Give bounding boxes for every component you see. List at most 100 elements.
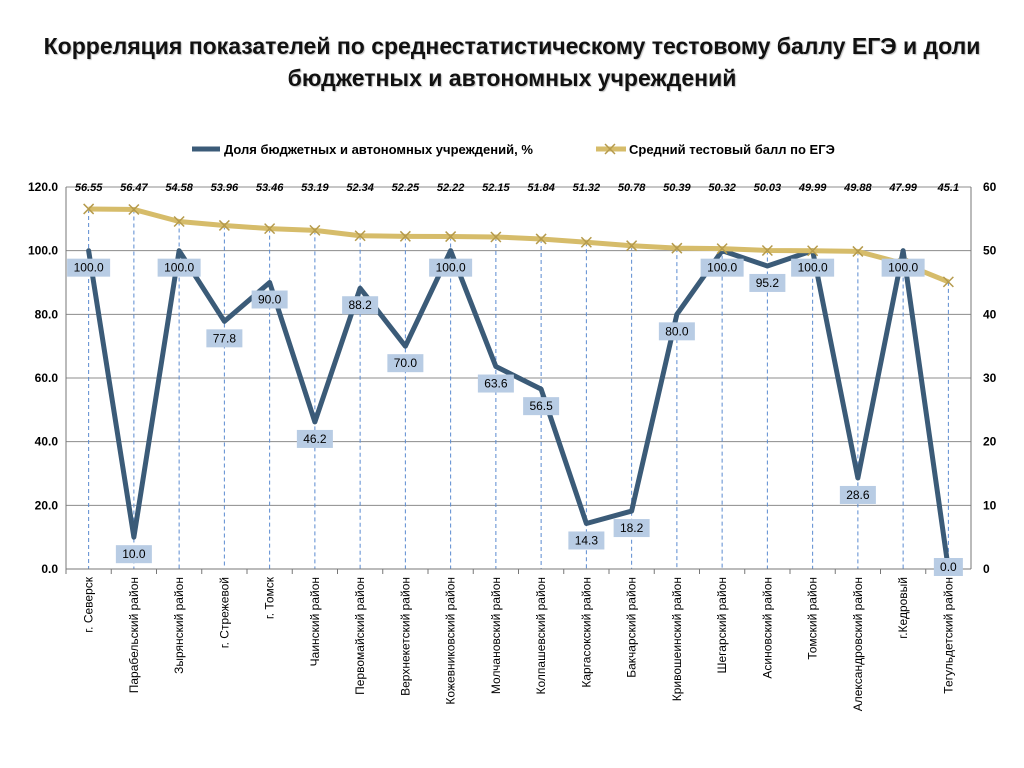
ege-score-label: 52.34	[346, 182, 374, 194]
y-right-tick-label: 20	[983, 435, 997, 449]
share-label: 90.0	[258, 293, 282, 307]
share-label: 77.8	[213, 331, 237, 345]
y-left-tick-label: 40.0	[35, 435, 59, 449]
ege-score-marker	[128, 203, 140, 216]
share-label-box	[477, 374, 514, 393]
ege-score-marker	[852, 245, 864, 257]
ege-score-label: 54.58	[165, 182, 193, 194]
x-tick-label: Верхнекетский район	[398, 577, 412, 696]
share-label: 46.2	[303, 432, 327, 446]
legend: Доля бюджетных и автономных учреждений, …	[192, 142, 835, 157]
share-label: 80.0	[665, 324, 689, 338]
ege-score-label: 52.15	[482, 182, 510, 194]
share-label-box	[700, 258, 744, 277]
share-label-box	[115, 545, 152, 564]
ege-score-label: 56.55	[75, 182, 103, 194]
axes: 0.0 20.0 40.0 60.0 80.0 100.0 120.0 0 10 20 30 40 50…	[28, 180, 997, 711]
share-label-box	[157, 258, 201, 277]
ege-score-marker	[716, 243, 728, 255]
share-label-box	[613, 519, 650, 538]
share-label: 100.0	[436, 261, 466, 275]
ege-score-marker	[173, 215, 185, 228]
ege-score-marker	[218, 219, 230, 231]
y-right-tick-label: 0	[983, 562, 990, 576]
share-label: 100.0	[888, 261, 918, 275]
x-tick-label: Первомайский район	[353, 577, 367, 695]
ege-score-label: 53.19	[301, 182, 329, 194]
y-right-tick-label: 60	[983, 180, 997, 194]
legend-label-ege-score: Средний тестовый балл по ЕГЭ	[629, 142, 835, 157]
ege-score-marker	[264, 223, 276, 235]
share-label-box	[342, 296, 379, 315]
share-label-box	[658, 322, 695, 341]
ege-score-marker	[535, 233, 547, 245]
x-tick-label: Зырянский район	[172, 577, 186, 674]
share-label: 28.6	[846, 488, 870, 502]
data-labels: 56.55 56.47 54.58 53.96 53.46 53.19 52.34 52.25…	[67, 182, 963, 576]
ege-score-marker	[354, 230, 366, 242]
ege-score-label: 51.84	[527, 182, 555, 194]
ege-score-label: 47.99	[888, 182, 917, 194]
x-tick-label: Шегарский район	[715, 577, 729, 673]
ege-score-label: 56.47	[120, 182, 148, 194]
ege-score-label: 50.39	[663, 182, 691, 194]
share-label: 14.3	[575, 533, 599, 547]
ege-score-label: 50.03	[754, 182, 782, 194]
ege-score-label: 53.46	[256, 182, 284, 194]
share-label: 70.0	[394, 356, 418, 370]
ege-score-marker	[490, 231, 502, 243]
ege-score-marker	[942, 276, 954, 288]
ege-score-label: 52.25	[392, 182, 420, 194]
share-label-box	[881, 258, 925, 277]
y-right-tick-label: 10	[983, 498, 997, 512]
x-tick-label: г. Стрежевой	[217, 577, 231, 648]
x-tick-label: г.Кедровый	[896, 577, 910, 639]
ege-score-label: 45.1	[937, 182, 959, 194]
series-layer	[83, 203, 954, 572]
ege-score-marker	[671, 242, 683, 254]
share-label: 56.5	[529, 399, 553, 413]
x-tick-label: г. Томск	[263, 576, 277, 619]
y-left-tick-label: 120.0	[28, 180, 58, 194]
x-tick-label: Парабельский район	[127, 577, 141, 693]
y-left-tick-label: 0.0	[41, 562, 58, 576]
share-label-box	[206, 329, 243, 348]
x-tick-label: г. Северск	[82, 576, 96, 633]
share-label-box	[749, 273, 786, 292]
share-label-box	[933, 558, 963, 576]
share-label-box	[296, 429, 333, 448]
chart-title-line-2: бюджетных и автономных учреждений	[287, 65, 737, 91]
drop-lines	[88, 208, 949, 569]
ege-score-label: 51.32	[573, 182, 601, 194]
share-label-box	[568, 531, 605, 550]
ege-score-label: 53.96	[211, 182, 239, 194]
x-tick-label: Бакчарский район	[625, 577, 639, 678]
x-tick-label: Кривошеинский район	[670, 577, 684, 701]
x-tick-label: Асиновский район	[760, 577, 774, 679]
ege-score-marker	[399, 230, 411, 242]
ege-score-marker	[309, 224, 321, 236]
series-line-ege-score	[88, 206, 950, 285]
share-label: 100.0	[798, 261, 828, 275]
x-tick-label: Молчановский район	[489, 577, 503, 694]
share-label-box	[839, 485, 876, 504]
x-tick-label: Тегульдетский район	[941, 577, 955, 694]
x-tick-label: Колпашевский район	[534, 577, 548, 694]
share-label-box	[387, 354, 424, 373]
y-left-tick-label: 80.0	[35, 307, 59, 321]
share-label: 95.2	[756, 276, 780, 290]
y-left-tick-label: 20.0	[35, 498, 59, 512]
share-label: 100.0	[164, 261, 194, 275]
y-right-tick-label: 40	[983, 307, 997, 321]
ege-score-marker	[445, 231, 457, 243]
share-label: 88.2	[348, 298, 372, 312]
ege-score-label: 49.99	[798, 182, 827, 194]
share-label: 100.0	[707, 261, 737, 275]
share-label-box	[67, 258, 111, 277]
share-label-box	[429, 258, 473, 277]
x-tick-label: Кожевниковский район	[444, 577, 458, 705]
share-label-box	[523, 397, 560, 416]
ege-score-label: 50.78	[618, 182, 646, 194]
legend-marker-ege-score	[604, 143, 616, 155]
